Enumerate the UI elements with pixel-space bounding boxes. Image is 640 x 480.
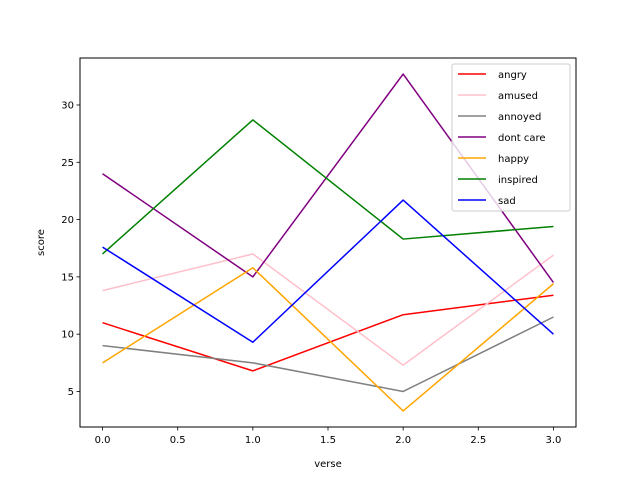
y-axis: 5 10 15 20 25 30 — [61, 100, 80, 398]
y-tick-label: 20 — [61, 215, 74, 226]
y-tick-label: 15 — [61, 272, 74, 283]
series-line-inspired — [102, 119, 554, 255]
x-tick-label: 1.5 — [320, 435, 336, 446]
legend-box — [451, 63, 571, 212]
legend-entry-amused: amused — [498, 91, 538, 102]
legend-entry-angry: angry — [498, 70, 527, 81]
x-axis-label: verse — [314, 459, 342, 470]
y-axis-label: score — [36, 229, 47, 256]
x-tick-label: 3.0 — [546, 435, 562, 446]
series-line-happy — [102, 266, 554, 412]
series-line-amused — [102, 253, 554, 366]
legend-entry-sad: sad — [498, 196, 516, 207]
x-axis: 0.0 0.5 1.0 1.5 2.0 2.5 3.0 — [95, 427, 562, 446]
y-tick-label: 10 — [61, 330, 74, 341]
legend-entry-dont-care: dont care — [498, 133, 546, 144]
legend-entry-inspired: inspired — [498, 175, 538, 186]
legend-entry-happy: happy — [498, 154, 529, 165]
y-tick-label: 25 — [61, 158, 74, 169]
series-layer — [102, 73, 555, 412]
x-tick-label: 1.0 — [245, 435, 261, 446]
x-tick-label: 0.0 — [95, 435, 111, 446]
series-line-sad — [102, 199, 554, 343]
x-tick-label: 2.5 — [470, 435, 486, 446]
legend: angry amused annoyed dont care happy inspired… — [451, 63, 571, 212]
y-tick-label: 5 — [68, 387, 74, 398]
series-line-angry — [102, 294, 554, 372]
legend-entry-annoyed: annoyed — [498, 112, 541, 123]
series-line-annoyed — [102, 316, 554, 393]
x-tick-label: 0.5 — [170, 435, 186, 446]
x-tick-label: 2.0 — [395, 435, 411, 446]
y-tick-label: 30 — [61, 100, 74, 111]
